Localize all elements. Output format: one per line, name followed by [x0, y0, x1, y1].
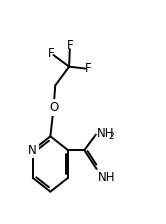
Text: F: F [48, 47, 54, 60]
Text: N: N [28, 144, 37, 157]
Text: F: F [67, 39, 73, 52]
Text: O: O [49, 101, 58, 114]
Text: F: F [85, 62, 91, 75]
Text: NH: NH [97, 127, 114, 140]
Text: NH: NH [97, 171, 115, 184]
Text: 2: 2 [109, 132, 114, 141]
